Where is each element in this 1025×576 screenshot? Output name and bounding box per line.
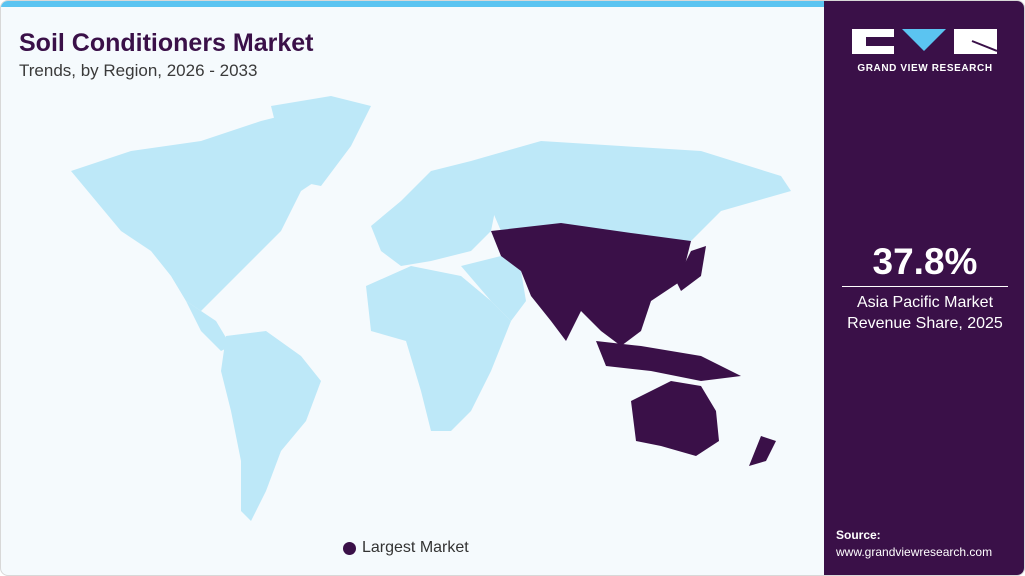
highlight-label-line2: Revenue Share, 2025: [847, 315, 1003, 332]
source-label: Source:: [836, 528, 881, 542]
region-australia: [631, 381, 719, 456]
region-greenland: [271, 96, 371, 186]
source-url[interactable]: www.grandviewresearch.com: [836, 545, 993, 559]
region-southeast-asia-islands: [596, 341, 741, 381]
region-new-zealand: [749, 436, 776, 466]
source: Source: www.grandviewresearch.com: [836, 527, 992, 561]
chart-title: Soil Conditioners Market: [19, 29, 314, 57]
sidebar: GRAND VIEW RESEARCH 37.8% Asia Pacific M…: [824, 1, 1024, 575]
divider: [842, 286, 1008, 287]
highlight-label-line1: Asia Pacific Market: [856, 294, 994, 311]
legend-swatch: [343, 541, 356, 555]
highlight-value: 37.8%: [872, 241, 978, 282]
region-russia: [471, 141, 791, 241]
region-south-america: [221, 331, 321, 521]
region-central-america: [186, 301, 231, 351]
highlight-label: Asia Pacific Market Revenue Share, 2025: [824, 292, 1024, 334]
map-legend: Largest Market: [343, 539, 469, 557]
region-middle-east: [461, 256, 526, 321]
region-japan: [676, 246, 706, 291]
accent-bar: [1, 1, 824, 7]
region-africa: [366, 266, 511, 431]
region-europe: [371, 161, 501, 266]
legend-label: Largest Market: [362, 539, 469, 556]
chart-subtitle: Trends, by Region, 2026 - 2033: [19, 61, 258, 80]
world-map: [71, 96, 791, 521]
brand-name: GRAND VIEW RESEARCH: [857, 63, 993, 74]
region-asia-pacific-mainland: [491, 223, 691, 346]
region-north-america: [71, 111, 341, 311]
gvr-logo: [852, 29, 997, 54]
